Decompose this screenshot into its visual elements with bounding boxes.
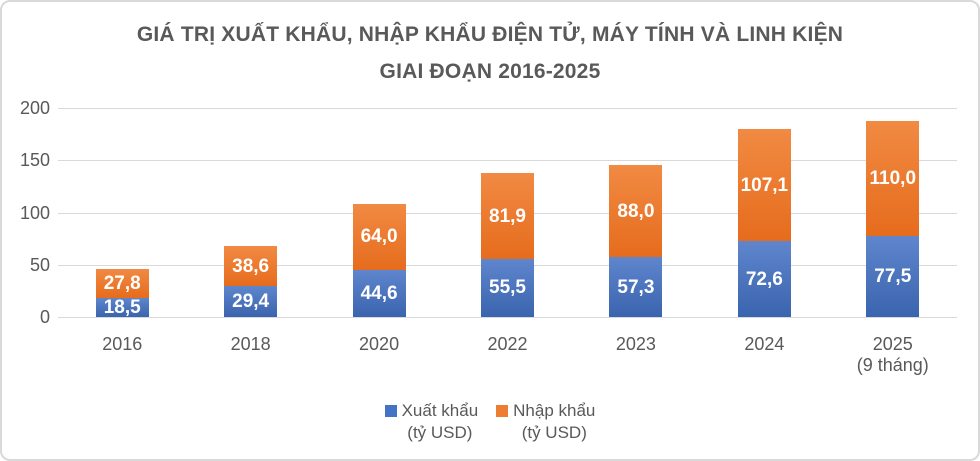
bar-segment-export-2023: 57,3 [609, 257, 663, 317]
bar-segment-import-2016: 27,8 [95, 268, 149, 298]
legend-swatch-export [384, 405, 397, 417]
x-axis-label-2025: 2025 (9 tháng) [829, 334, 957, 376]
x-axis-label-2024: 2024 [744, 334, 785, 354]
bar-segment-export-2020: 44,6 [352, 270, 406, 317]
bar-segment-export-2024: 72,6 [737, 241, 791, 317]
x-axis-label-2018: 2018 [230, 334, 271, 354]
data-label-import-2023: 88,0 [617, 200, 655, 222]
gridline-y-0 [58, 317, 957, 318]
chart-title-line1: GIÁ TRỊ XUẤT KHẨU, NHẬP KHẨU ĐIỆN TỬ, MÁ… [136, 23, 844, 46]
bar-segment-import-2018: 38,6 [224, 245, 278, 287]
bar-segment-import-2020: 64,0 [352, 203, 406, 271]
y-axis-tick-0: 0 [39, 307, 50, 327]
bar-segment-export-2016: 18,5 [95, 296, 149, 318]
y-axis-tick-50: 50 [29, 254, 50, 275]
data-label-export-2016: 18,5 [103, 296, 141, 318]
x-axis-label-2022: 2022 [487, 334, 528, 354]
data-label-import-2025: 110,0 [869, 168, 917, 190]
gridline-y-200 [58, 108, 957, 109]
legend-item-export: Xuất khẩu (tỷ USD) [384, 400, 479, 444]
bar-segment-import-2023: 88,0 [609, 165, 663, 258]
x-axis-label-2023: 2023 [615, 334, 656, 354]
data-label-import-2018: 38,6 [232, 255, 270, 277]
data-label-export-2022: 55,5 [489, 277, 526, 299]
legend-swatch-import [496, 405, 509, 417]
legend-label-import-line2: (tỷ USD) [521, 423, 587, 442]
y-axis-tick-150: 150 [19, 150, 50, 171]
bar-segment-import-2022: 81,9 [481, 173, 534, 259]
bar-segment-export-2022: 55,5 [481, 259, 534, 317]
gridline-y-150 [58, 160, 957, 162]
data-label-export-2023: 57,3 [617, 276, 655, 298]
data-label-import-2020: 64,0 [360, 226, 398, 248]
legend-label-import-line1: Nhập khẩu [513, 401, 596, 420]
y-axis-tick-200: 200 [19, 98, 50, 118]
legend-item-import: Nhập khẩu (tỷ USD) [496, 400, 595, 444]
legend-label-export: Xuất khẩu (tỷ USD) [402, 400, 479, 444]
data-label-import-2022: 81,9 [489, 205, 526, 227]
legend: Xuất khẩu (tỷ USD) Nhập khẩu (tỷ USD) [2, 400, 978, 444]
bar-segment-import-2025: 110,0 [866, 121, 920, 236]
chart-title: GIÁ TRỊ XUẤT KHẨU, NHẬP KHẨU ĐIỆN TỬ, MÁ… [2, 16, 978, 90]
bar-segment-export-2025: 77,5 [866, 236, 920, 317]
legend-label-export-line2: (tỷ USD) [407, 423, 473, 442]
x-axis-label-2016: 2016 [102, 334, 143, 354]
data-label-export-2018: 29,4 [232, 291, 270, 313]
data-label-export-2020: 44,6 [360, 283, 398, 305]
data-label-import-2016: 27,8 [103, 272, 141, 294]
y-axis-tick-100: 100 [19, 202, 50, 223]
x-axis-label-2020: 2020 [359, 334, 400, 354]
chart-title-line2: GIAI ĐOẠN 2016-2025 [379, 60, 601, 83]
data-label-import-2024: 107,1 [740, 174, 789, 196]
legend-label-export-line1: Xuất khẩu [401, 401, 479, 420]
x-axis-sublabel-2025: (9 tháng) [856, 355, 929, 375]
data-label-export-2024: 72,6 [745, 268, 783, 290]
bar-segment-import-2024: 107,1 [737, 129, 791, 242]
legend-label-import: Nhập khẩu (tỷ USD) [513, 400, 595, 444]
bar-segment-export-2018: 29,4 [224, 286, 278, 317]
data-label-export-2025: 77,5 [874, 265, 912, 287]
